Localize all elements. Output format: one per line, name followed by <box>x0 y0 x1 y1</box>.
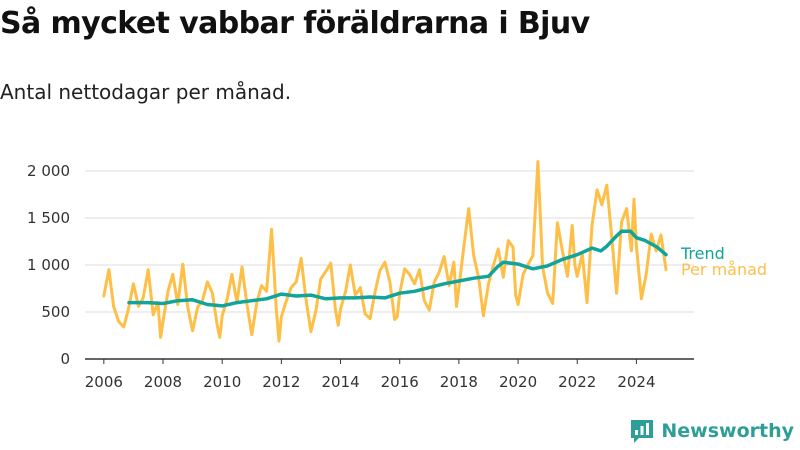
x-tick-label: 2024 <box>617 373 655 391</box>
chart-title: Så mycket vabbar föräldrarna i Bjuv <box>0 6 590 41</box>
series-line <box>102 160 668 343</box>
x-tick-label: 2008 <box>144 373 182 391</box>
x-tick-label: 2010 <box>203 373 241 391</box>
newsworthy-logo-icon <box>631 420 654 443</box>
x-tick-label: 2020 <box>499 373 537 391</box>
y-tick-label: 2 000 <box>27 162 70 180</box>
series-label-monthly: Per månad <box>681 260 767 279</box>
series-line <box>127 229 668 308</box>
chart-subtitle: Antal nettodagar per månad. <box>0 80 292 104</box>
y-tick-label: 500 <box>41 303 70 321</box>
axis-layer: 0 500 1 000 1 500 2 000 2006 2008 2010 2012 2014 2… <box>27 162 694 391</box>
y-tick-label: 0 <box>60 350 70 368</box>
x-tick-label: 2006 <box>85 373 123 391</box>
series-layer <box>102 160 668 343</box>
x-tick-label: 2022 <box>558 373 596 391</box>
brand-logo: Newsworthy <box>629 418 794 444</box>
y-tick-label: 1 000 <box>27 256 70 274</box>
y-tick-label: 1 500 <box>27 209 70 227</box>
x-tick-label: 2018 <box>440 373 478 391</box>
x-tick-label: 2014 <box>321 373 359 391</box>
x-tick-label: 2016 <box>381 373 419 391</box>
series-label-trend: Trend <box>680 244 725 263</box>
brand-name: Newsworthy <box>661 420 794 442</box>
x-tick-label: 2012 <box>262 373 300 391</box>
